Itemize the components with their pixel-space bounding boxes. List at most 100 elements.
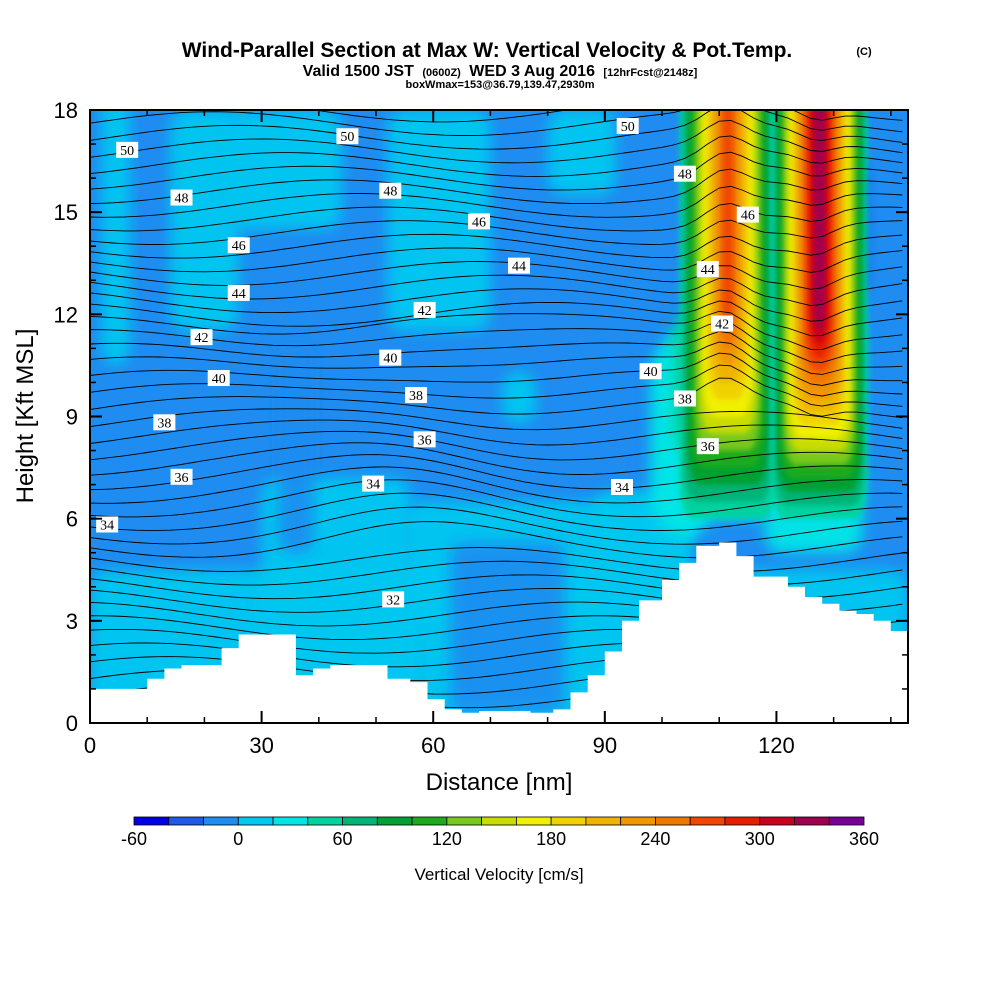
theta-contour bbox=[90, 341, 903, 386]
theta-label-text: 34 bbox=[615, 481, 629, 496]
theta-label-text: 36 bbox=[418, 433, 432, 448]
theta-label: 48 bbox=[170, 189, 193, 207]
theta-label: 46 bbox=[467, 213, 490, 230]
colorbar-swatch bbox=[376, 816, 413, 826]
colorbar-swatch bbox=[585, 816, 622, 826]
theta-label: 32 bbox=[382, 591, 405, 608]
theta-label-box bbox=[616, 118, 639, 135]
theta-label: 50 bbox=[116, 141, 139, 159]
colorbar-swatch bbox=[689, 816, 726, 826]
theta-contour bbox=[90, 202, 903, 232]
theta-contour bbox=[90, 419, 903, 446]
theta-label-text: 38 bbox=[157, 416, 171, 431]
theta-contour bbox=[90, 377, 903, 419]
theta-label-box bbox=[170, 468, 193, 485]
theta-contour bbox=[90, 247, 903, 273]
theta-label: 40 bbox=[207, 370, 230, 387]
theta-label: 48 bbox=[673, 165, 696, 183]
theta-contour bbox=[90, 479, 903, 518]
colorbar-tick-label: 120 bbox=[432, 829, 462, 849]
theta-contour bbox=[90, 466, 903, 504]
colorbar-swatch bbox=[620, 816, 656, 826]
theta-label-text: 42 bbox=[715, 318, 729, 333]
colorbar-tick-label: 60 bbox=[333, 829, 353, 849]
y-tick-label: 3 bbox=[66, 609, 78, 634]
theta-label-box bbox=[696, 438, 719, 455]
colorbar-swatch bbox=[411, 816, 448, 826]
theta-contour bbox=[90, 331, 903, 375]
theta-contour bbox=[311, 110, 903, 123]
theta-label-box bbox=[379, 349, 402, 366]
colorbar: -60 0 60 120 180 240 300 360 bbox=[121, 816, 879, 849]
theta-contour bbox=[90, 506, 903, 545]
theta-contour bbox=[90, 454, 903, 491]
updraft-cores bbox=[679, 110, 868, 519]
theta-label-box bbox=[190, 329, 213, 346]
colorbar-swatch bbox=[759, 816, 795, 826]
y-tick-label: 18 bbox=[54, 98, 78, 123]
theta-label-text: 40 bbox=[383, 352, 397, 367]
theta-label-text: 50 bbox=[120, 144, 134, 159]
theta-label-box bbox=[170, 189, 193, 206]
colorbar-swatch bbox=[133, 816, 170, 826]
theta-label: 42 bbox=[413, 301, 436, 319]
theta-label: 44 bbox=[696, 261, 719, 278]
theta-contour bbox=[90, 119, 903, 164]
x-tick-label: 120 bbox=[758, 733, 795, 758]
plot-area: 50 48 46 44 42 40 38 36 34 50 48 46 44 42 40 38 36 34 32 50… bbox=[90, 110, 908, 723]
y-tick-label: 12 bbox=[54, 302, 78, 327]
theta-contour bbox=[90, 274, 903, 307]
theta-label: 36 bbox=[413, 431, 436, 448]
theta-label-text: 38 bbox=[678, 392, 692, 407]
y-tick-label: 9 bbox=[66, 405, 78, 430]
theta-label-box bbox=[116, 141, 139, 158]
theta-contour bbox=[90, 110, 903, 150]
theta-label: 40 bbox=[379, 349, 402, 367]
theta-label: 36 bbox=[696, 438, 719, 455]
theta-contour bbox=[90, 300, 903, 337]
y-tick-label: 15 bbox=[54, 200, 78, 225]
colorbar-tick-label: -60 bbox=[121, 829, 147, 849]
x-tick-label: 60 bbox=[421, 733, 445, 758]
theta-contour bbox=[90, 521, 903, 559]
theta-label: 46 bbox=[227, 237, 250, 254]
y-tick-label: 6 bbox=[66, 507, 78, 532]
theta-label-text: 48 bbox=[383, 185, 397, 200]
theta-label-text: 50 bbox=[340, 130, 354, 145]
x-tick-label: 90 bbox=[593, 733, 617, 758]
theta-label-text: 44 bbox=[512, 260, 526, 275]
field-patch bbox=[547, 110, 617, 196]
theta-label-text: 32 bbox=[386, 593, 400, 608]
theta-label-text: 42 bbox=[195, 331, 209, 346]
theta-label-text: 48 bbox=[678, 168, 692, 183]
y-axis-label: Height [Kft MSL] bbox=[12, 329, 39, 504]
theta-label-box bbox=[711, 315, 734, 332]
chart-title: Wind-Parallel Section at Max W: Vertical… bbox=[182, 39, 793, 62]
theta-contour bbox=[90, 442, 903, 476]
terrain bbox=[90, 542, 908, 723]
theta-label-text: 46 bbox=[741, 209, 755, 224]
colorbar-swatch bbox=[342, 816, 378, 826]
theta-label-text: 46 bbox=[232, 239, 246, 254]
theta-label-box bbox=[413, 301, 436, 318]
theta-label-text: 48 bbox=[175, 192, 189, 207]
theta-label-box bbox=[673, 390, 696, 407]
theta-contour bbox=[90, 492, 903, 531]
valid-utc: (0600Z) bbox=[422, 67, 461, 79]
theta-label-box bbox=[508, 257, 531, 274]
theta-contour bbox=[90, 185, 903, 218]
theta-contour bbox=[90, 547, 903, 572]
colorbar-swatch bbox=[724, 816, 761, 826]
theta-label: 40 bbox=[639, 363, 662, 380]
theta-label: 44 bbox=[508, 257, 531, 275]
colorbar-tick-label: 180 bbox=[536, 829, 566, 849]
colorbar-swatch bbox=[168, 816, 204, 826]
theta-contour bbox=[90, 110, 903, 136]
theta-label-box bbox=[153, 414, 176, 431]
theta-label-text: 50 bbox=[621, 120, 635, 135]
theta-label: 34 bbox=[96, 516, 119, 533]
theta-label: 42 bbox=[190, 329, 213, 346]
theta-contour bbox=[90, 408, 903, 431]
colorbar-tick-label: 300 bbox=[745, 829, 775, 849]
